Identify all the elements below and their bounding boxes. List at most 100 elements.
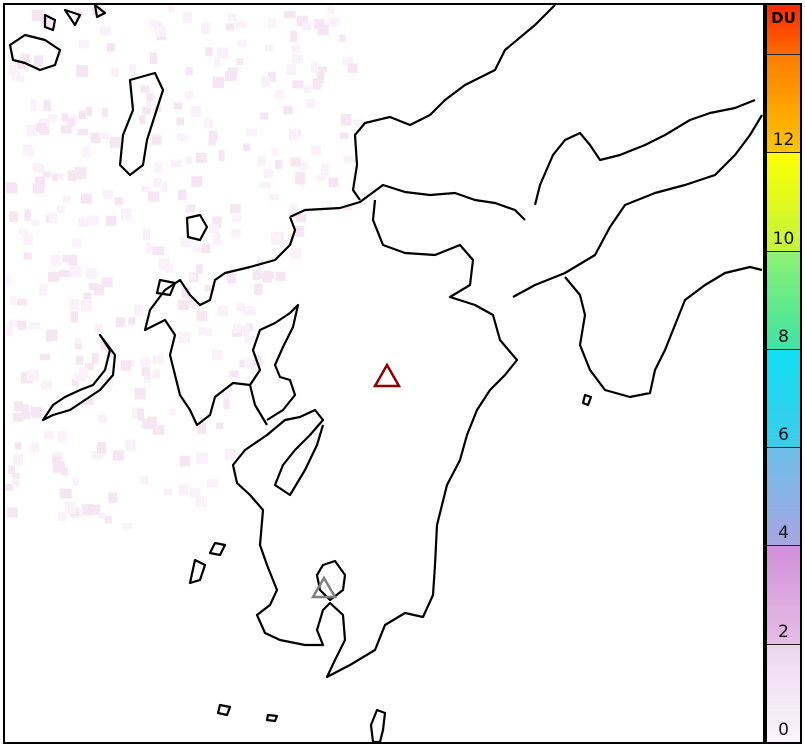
coastline-small-islands — [155, 278, 593, 723]
so2-speckle — [30, 99, 37, 112]
so2-speckle — [214, 57, 221, 67]
so2-speckle — [68, 255, 78, 266]
colorbar-tick-label: 0 — [778, 720, 789, 740]
so2-speckle — [26, 124, 38, 137]
so2-speckle — [275, 159, 283, 170]
so2-speckle — [139, 115, 146, 124]
so2-speckle — [169, 408, 176, 416]
so2-speckle — [5, 483, 13, 492]
so2-speckle — [12, 477, 20, 488]
so2-speckle — [197, 422, 207, 435]
so2-speckle — [283, 106, 293, 115]
so2-speckle — [211, 349, 223, 361]
so2-speckle — [316, 173, 326, 181]
so2-speckle — [196, 310, 208, 322]
so2-speckle — [131, 407, 142, 420]
so2-speckle — [286, 64, 297, 76]
so2-speckle — [104, 515, 112, 524]
so2-speckle — [28, 442, 39, 453]
colorbar-tick-label: 8 — [778, 326, 789, 347]
so2-speckle — [141, 365, 150, 376]
so2-speckle — [98, 414, 107, 423]
so2-speckle — [69, 299, 80, 311]
colorbar-tick — [767, 152, 800, 154]
so2-speckle — [343, 156, 356, 163]
so2-speckle — [87, 215, 99, 225]
so2-speckle — [54, 173, 64, 181]
so2-speckle — [227, 13, 237, 22]
so2-speckle — [353, 119, 364, 127]
so2-speckle — [208, 135, 216, 146]
so2-speckle — [106, 43, 115, 52]
so2-speckle — [76, 9, 84, 16]
so2-speckle — [293, 225, 305, 237]
so2-speckle — [47, 271, 60, 282]
so2-speckle — [72, 477, 79, 486]
colorbar-tick — [767, 545, 800, 547]
so2-speckle — [201, 244, 211, 254]
colorbar-segment — [767, 250, 800, 349]
so2-speckle — [152, 246, 165, 255]
so2-speckle — [231, 229, 241, 238]
so2-speckle — [302, 21, 312, 31]
so2-speckle — [70, 311, 79, 323]
coastline-honshu-west — [351, 5, 556, 201]
so2-speckle — [39, 354, 51, 361]
so2-speckle — [78, 110, 86, 120]
so2-speckle — [296, 15, 308, 26]
so2-speckle — [111, 68, 119, 77]
so2-speckle — [287, 232, 294, 244]
so2-speckle — [164, 264, 173, 273]
so2-speckle — [216, 422, 224, 429]
so2-speckle — [47, 114, 58, 122]
colorbar-segment — [767, 643, 800, 742]
so2-speckle — [114, 197, 124, 205]
so2-speckle — [242, 143, 251, 151]
so2-speckle — [225, 23, 235, 31]
so2-speckle — [141, 418, 153, 429]
volcano-marker-sakurajima[interactable] — [310, 575, 338, 599]
so2-speckle — [115, 317, 126, 327]
so2-speckle — [99, 132, 110, 140]
so2-speckle — [290, 247, 302, 259]
so2-speckle — [82, 504, 94, 516]
map-panel[interactable] — [3, 3, 765, 744]
so2-speckle — [62, 254, 70, 263]
so2-speckle — [327, 5, 335, 15]
so2-speckle — [222, 387, 231, 398]
so2-speckle — [180, 237, 191, 248]
so2-speckle — [339, 34, 346, 42]
so2-speckle — [339, 132, 349, 139]
map-canvas — [5, 5, 763, 742]
so2-speckle — [105, 215, 117, 226]
colorbar-tick — [767, 54, 800, 56]
so2-speckle — [145, 99, 152, 107]
so2-speckle — [146, 92, 154, 101]
so2-speckle — [64, 501, 77, 514]
so2-speckle — [237, 39, 247, 47]
so2-speckle — [76, 65, 89, 77]
so2-speckle — [22, 144, 32, 154]
so2-speckle — [271, 148, 278, 156]
so2-speckle — [328, 177, 339, 188]
so2-speckle — [23, 235, 33, 246]
so2-speckle — [78, 367, 89, 379]
so2-speckle — [314, 18, 325, 29]
so2-speckle — [342, 203, 353, 211]
so2-speckle — [258, 156, 266, 167]
so2-speckle — [185, 91, 194, 99]
coastline-kyushu — [143, 183, 526, 679]
so2-speckle — [263, 169, 273, 178]
so2-speckle — [267, 18, 276, 28]
so2-speckle — [317, 24, 329, 36]
coastline-shikoku — [512, 114, 763, 399]
so2-speckle — [195, 152, 207, 164]
colorbar-segment — [767, 348, 800, 448]
so2-speckle — [347, 63, 358, 73]
so2-speckle — [20, 372, 33, 384]
so2-speckle — [155, 26, 167, 37]
volcano-marker-aso[interactable] — [372, 362, 402, 388]
so2-speckle — [58, 431, 67, 443]
so2-speckle — [217, 47, 229, 59]
so2-speckle — [288, 129, 299, 141]
